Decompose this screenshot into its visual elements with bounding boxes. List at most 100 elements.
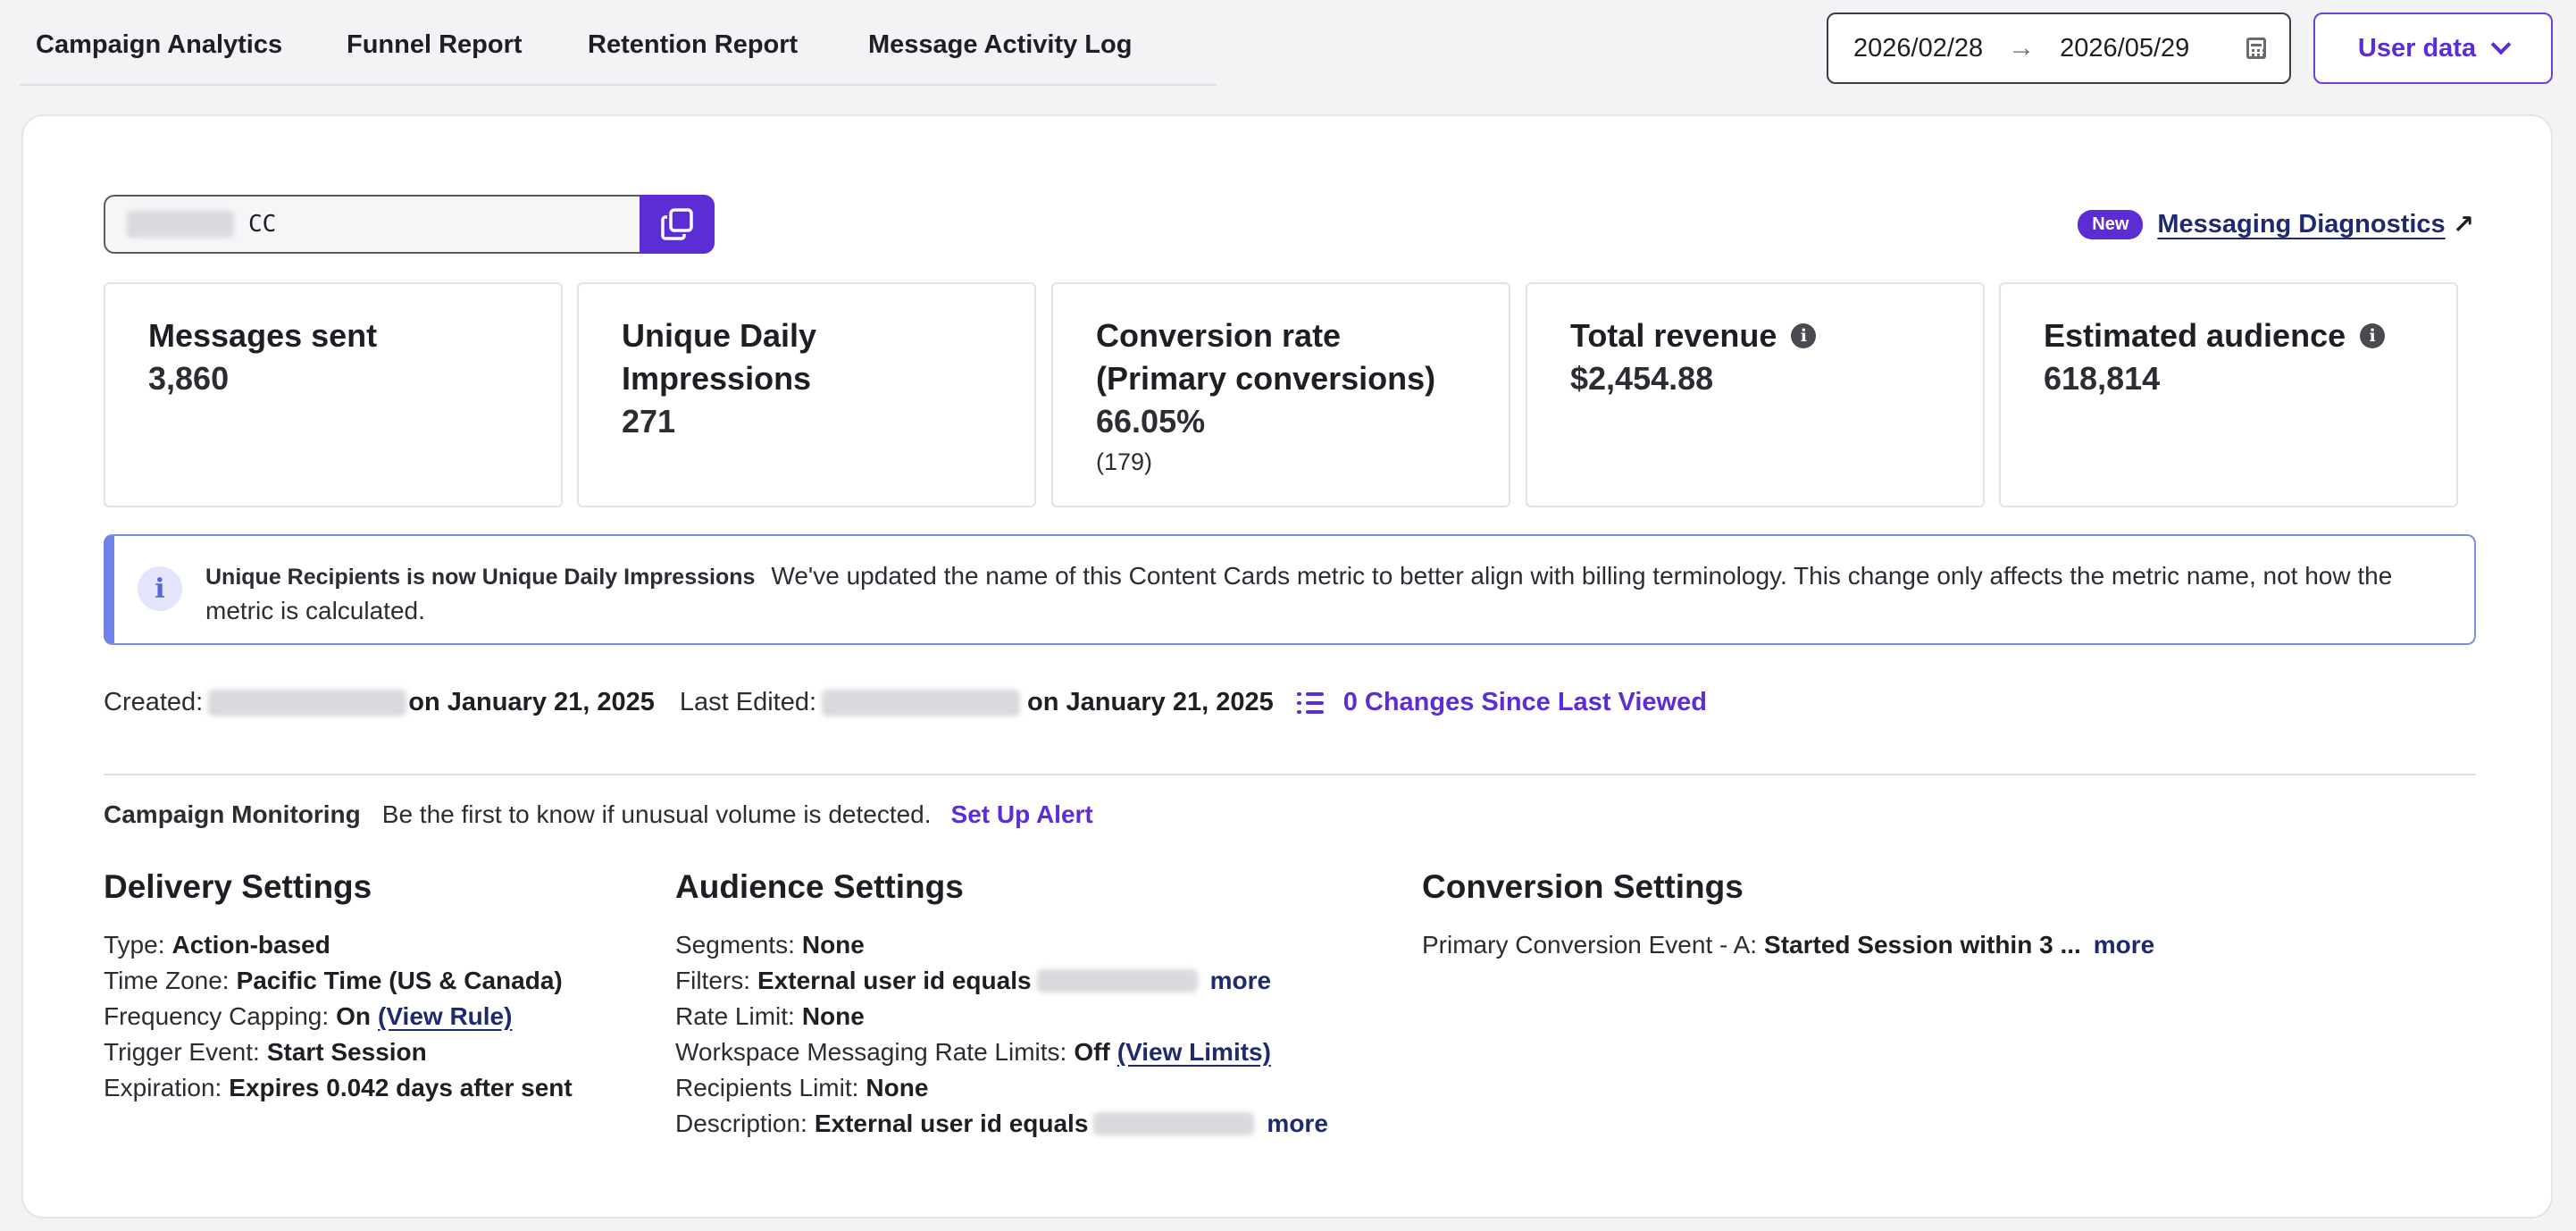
new-badge: New bbox=[2078, 210, 2144, 239]
conversion-settings: Conversion Settings Primary Conversion E… bbox=[1422, 868, 2154, 963]
metric-label: Unique Daily Impressions bbox=[622, 317, 817, 397]
setting-expiration: Expiration: Expires 0.042 days after sen… bbox=[104, 1070, 573, 1106]
banner-message: We've updated the name of this Content C… bbox=[205, 562, 2393, 624]
metric-messages-sent: Messages sent 3,860 bbox=[104, 282, 563, 507]
audience-settings: Audience Settings Segments: None Filters… bbox=[675, 868, 1328, 1142]
redacted-creator bbox=[208, 689, 407, 716]
set-up-alert-link[interactable]: Set Up Alert bbox=[950, 800, 1093, 828]
metric-sub-value: (179) bbox=[1096, 448, 1153, 475]
setting-key: Filters: bbox=[675, 967, 750, 994]
redacted-editor bbox=[822, 689, 1021, 716]
changes-link-label: 0 Changes Since Last Viewed bbox=[1342, 688, 1707, 716]
setting-value: On bbox=[336, 1002, 372, 1030]
setting-value: External user id equals bbox=[814, 1110, 1089, 1137]
tab-campaign-analytics[interactable]: Campaign Analytics bbox=[36, 30, 283, 59]
changes-since-viewed-link[interactable]: 0 Changes Since Last Viewed bbox=[1296, 688, 1707, 717]
setting-key: Expiration: bbox=[104, 1074, 222, 1101]
setting-key: Time Zone: bbox=[104, 967, 230, 994]
campaign-monitoring-row: Campaign Monitoring Be the first to know… bbox=[104, 800, 1093, 829]
redacted-value bbox=[1093, 1112, 1255, 1135]
setting-value: Started Session within 3 ... bbox=[1764, 931, 2081, 959]
tab-retention-report[interactable]: Retention Report bbox=[588, 30, 799, 59]
setting-key: Description: bbox=[675, 1110, 807, 1137]
metric-label-row: Estimated audience i bbox=[2044, 314, 2413, 357]
metric-value: 618,814 bbox=[2044, 360, 2161, 397]
metric-label-row: Total revenue i bbox=[1570, 314, 1940, 357]
setting-key: Trigger Event: bbox=[104, 1038, 260, 1066]
delivery-settings: Delivery Settings Type: Action-based Tim… bbox=[104, 868, 573, 1106]
copy-icon bbox=[661, 208, 693, 240]
setting-value: External user id equals bbox=[757, 967, 1032, 994]
setting-value: Pacific Time (US & Canada) bbox=[236, 967, 563, 994]
info-banner: i Unique Recipients is now Unique Daily … bbox=[104, 534, 2476, 645]
info-circle-icon: i bbox=[138, 566, 182, 611]
setting-value: Off bbox=[1074, 1038, 1110, 1066]
last-edited-label: Last Edited: bbox=[679, 688, 817, 716]
setting-key: Primary Conversion Event - A: bbox=[1422, 931, 1758, 959]
monitoring-text: Be the first to know if unusual volume i… bbox=[381, 800, 932, 828]
monitoring-title: Campaign Monitoring bbox=[104, 800, 361, 828]
date-end[interactable]: 2026/05/29 bbox=[2060, 33, 2190, 63]
tab-message-activity-log[interactable]: Message Activity Log bbox=[868, 30, 1133, 59]
messaging-diagnostics: New Messaging Diagnostics ↗ bbox=[2078, 209, 2474, 240]
view-limits-link[interactable]: (View Limits) bbox=[1117, 1038, 1271, 1066]
metric-value: 271 bbox=[622, 403, 676, 440]
arrow-right-icon: → bbox=[2008, 33, 2036, 63]
conversion-settings-title: Conversion Settings bbox=[1422, 868, 1744, 905]
info-icon[interactable]: i bbox=[2360, 323, 2386, 348]
setting-key: Recipients Limit: bbox=[675, 1074, 859, 1101]
campaign-id-suffix: CC bbox=[248, 211, 277, 238]
created-edited-row: Created: on January 21, 2025 Last Edited… bbox=[104, 688, 1707, 717]
messaging-diagnostics-link[interactable]: Messaging Diagnostics bbox=[2157, 210, 2446, 239]
description-more-link[interactable]: more bbox=[1267, 1110, 1328, 1137]
setting-key: Rate Limit: bbox=[675, 1002, 795, 1030]
date-start[interactable]: 2026/02/28 bbox=[1853, 33, 1984, 63]
tabs-divider bbox=[20, 84, 1217, 86]
setting-type: Type: Action-based bbox=[104, 927, 573, 963]
user-data-label: User data bbox=[2357, 33, 2477, 63]
copy-button[interactable] bbox=[640, 195, 715, 254]
setting-time-zone: Time Zone: Pacific Time (US & Canada) bbox=[104, 963, 573, 999]
redacted-value bbox=[1036, 969, 1198, 992]
user-data-button[interactable]: User data bbox=[2313, 13, 2553, 84]
setting-value: Expires 0.042 days after sent bbox=[229, 1074, 573, 1101]
metric-label: Total revenue bbox=[1570, 317, 1777, 354]
metric-conversion-rate: Conversion rate (Primary conversions) 66… bbox=[1051, 282, 1510, 507]
setting-frequency-capping: Frequency Capping: On (View Rule) bbox=[104, 999, 573, 1034]
tab-funnel-report[interactable]: Funnel Report bbox=[347, 30, 523, 59]
metric-value: $2,454.88 bbox=[1570, 360, 1714, 397]
list-icon bbox=[1296, 691, 1324, 714]
setting-value: None bbox=[801, 931, 865, 959]
info-icon[interactable]: i bbox=[1791, 323, 1817, 348]
audience-settings-title: Audience Settings bbox=[675, 868, 964, 905]
setting-segments: Segments: None bbox=[675, 927, 1328, 963]
conversion-more-link[interactable]: more bbox=[2093, 931, 2155, 959]
setting-primary-conversion-event: Primary Conversion Event - A: Started Se… bbox=[1422, 927, 2154, 963]
setting-key: Segments: bbox=[675, 931, 795, 959]
setting-value: Action-based bbox=[171, 931, 330, 959]
setting-value: None bbox=[801, 1002, 865, 1030]
view-rule-link[interactable]: (View Rule) bbox=[378, 1002, 513, 1030]
metric-value: 66.05% bbox=[1096, 403, 1206, 440]
last-edited-date: on January 21, 2025 bbox=[1027, 688, 1274, 716]
setting-rate-limit: Rate Limit: None bbox=[675, 999, 1328, 1034]
metric-label: Estimated audience bbox=[2044, 317, 2346, 354]
redacted-text bbox=[127, 211, 234, 238]
metric-estimated-audience: Estimated audience i 618,814 bbox=[1999, 282, 2458, 507]
banner-title: Unique Recipients is now Unique Daily Im… bbox=[205, 565, 756, 590]
calendar-icon[interactable] bbox=[2246, 38, 2266, 59]
filters-more-link[interactable]: more bbox=[1209, 967, 1272, 994]
delivery-settings-title: Delivery Settings bbox=[104, 868, 372, 905]
metric-label: Messages sent bbox=[148, 317, 378, 354]
setting-filters: Filters: External user id equals more bbox=[675, 963, 1328, 999]
setting-value: Start Session bbox=[266, 1038, 427, 1066]
banner-text: Unique Recipients is now Unique Daily Im… bbox=[205, 559, 2453, 628]
metric-unique-daily-impressions: Unique Daily Impressions 271 bbox=[577, 282, 1036, 507]
campaign-id-field[interactable]: CC bbox=[104, 195, 641, 254]
setting-recipients-limit: Recipients Limit: None bbox=[675, 1070, 1328, 1106]
metric-label: Conversion rate (Primary conversions) bbox=[1096, 317, 1436, 397]
date-range-picker[interactable]: 2026/02/28 → 2026/05/29 bbox=[1827, 13, 2291, 84]
external-link-icon[interactable]: ↗ bbox=[2452, 211, 2474, 239]
campaign-analytics-card: CC New Messaging Diagnostics ↗ Messages … bbox=[21, 114, 2553, 1218]
setting-key: Workspace Messaging Rate Limits: bbox=[675, 1038, 1067, 1066]
